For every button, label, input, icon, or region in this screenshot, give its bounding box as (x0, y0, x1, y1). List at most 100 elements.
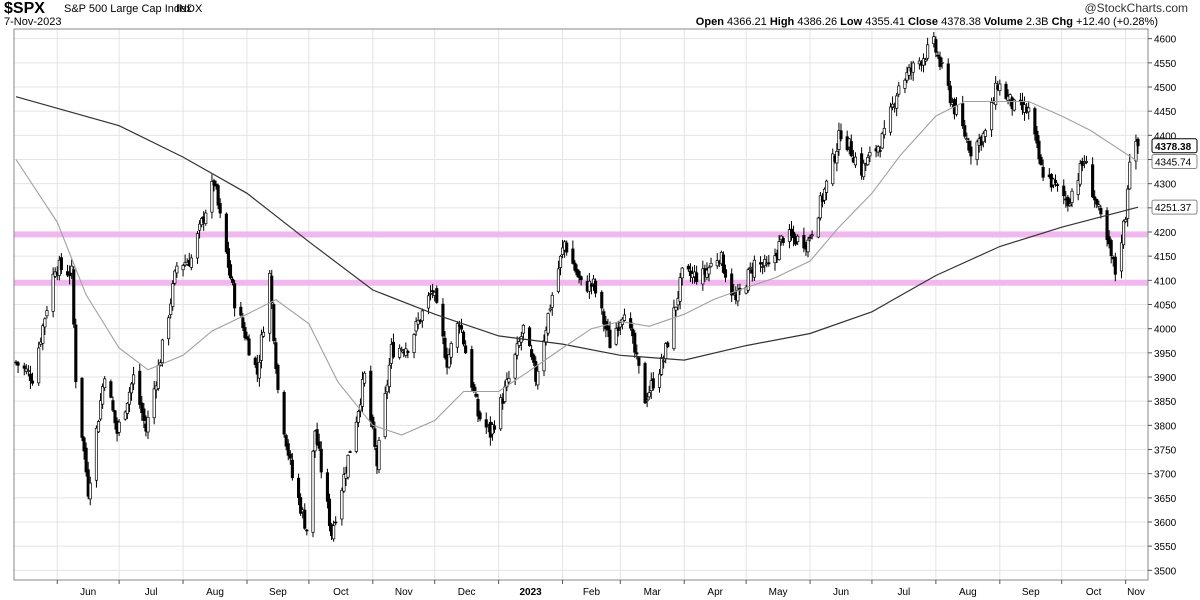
candle-body (808, 236, 812, 239)
volume-value: 2.3B (1025, 16, 1049, 28)
copyright-link[interactable]: @StockCharts.com (1084, 1, 1188, 15)
candle-body (761, 266, 765, 268)
candle-body (435, 288, 439, 303)
candle-body (400, 349, 404, 351)
candle-body (1105, 210, 1109, 240)
candle-body (1076, 180, 1080, 195)
candle-body (297, 477, 301, 498)
candle-body (1113, 256, 1117, 275)
candle-body (777, 241, 781, 260)
candle-body (472, 384, 476, 392)
candle-body (346, 455, 350, 478)
price-label-text: 4345.74 (1155, 158, 1192, 169)
candle-body (536, 370, 540, 386)
candle-body (290, 459, 294, 478)
candle-body (270, 275, 274, 303)
y-tick-label: 4200 (1154, 228, 1177, 239)
candle-body (30, 380, 35, 384)
candle-body (806, 239, 810, 253)
candle-body (441, 303, 445, 337)
candle-body (412, 334, 416, 353)
candle-body (862, 162, 866, 178)
candle-body (528, 327, 532, 347)
candle-body (16, 362, 20, 366)
y-tick-label: 4150 (1154, 252, 1177, 263)
candle-body (72, 269, 76, 325)
candle-body (723, 269, 728, 278)
candle-body (1078, 163, 1082, 185)
candle-body (354, 421, 358, 452)
candle-body (80, 377, 84, 438)
candle-body (1097, 204, 1101, 207)
y-tick-label: 3650 (1154, 494, 1177, 505)
candle-body (637, 357, 641, 366)
candlesticks (14, 31, 1140, 542)
candle-body (342, 474, 346, 492)
candle-body (897, 85, 901, 95)
candle-body (212, 180, 216, 186)
candle-body (1126, 188, 1130, 219)
candle-body (284, 435, 288, 447)
candle-body (447, 354, 451, 368)
candle-body (253, 357, 257, 365)
candle-body (589, 284, 593, 287)
y-tick-label: 4300 (1154, 180, 1177, 191)
candle-body (1109, 240, 1113, 257)
candle-body (866, 157, 870, 166)
candle-body (41, 325, 45, 344)
candle-body (1093, 196, 1097, 201)
candle-body (911, 62, 915, 73)
candle-body (455, 323, 459, 348)
candle-body (517, 341, 521, 346)
high-value: 4386.26 (797, 16, 838, 28)
high-label: High (769, 16, 795, 28)
candle-body (94, 427, 98, 481)
candle-body (243, 327, 247, 339)
candle-body (470, 349, 474, 388)
y-tick-label: 4100 (1154, 276, 1177, 287)
candle-body (303, 509, 307, 529)
candle-body (391, 341, 395, 358)
candle-body (43, 318, 47, 328)
candle-body (152, 388, 156, 419)
candle-body (111, 400, 115, 411)
candle-body (383, 393, 387, 437)
x-tick-label: Aug (206, 587, 224, 598)
candle-body (924, 59, 928, 62)
candle-body (546, 313, 550, 334)
price-label-text: 4378.38 (1155, 142, 1192, 153)
candle-body (282, 391, 286, 435)
candle-body (579, 276, 583, 281)
exchange-label: INDX (176, 3, 203, 15)
candle-body (459, 325, 464, 330)
candle-body (868, 151, 872, 157)
candle-body (550, 294, 554, 308)
candle-body (796, 235, 800, 243)
candle-body (961, 103, 965, 127)
moving-average-long (15, 96, 1139, 361)
candle-body (45, 310, 49, 317)
candle-body (505, 379, 509, 388)
x-tick-label: Aug (959, 587, 977, 598)
candle-body (660, 357, 664, 375)
candle-body (288, 453, 292, 459)
moving-average-short (15, 100, 1139, 436)
candle-body (429, 293, 433, 295)
candle-body (1012, 99, 1016, 111)
x-tick-label: Jun (833, 587, 849, 598)
change-label: Chg (1051, 16, 1073, 28)
y-tick-label: 3700 (1154, 470, 1177, 481)
x-tick-label: Jul (145, 587, 158, 598)
candle-body (1070, 190, 1074, 204)
candle-body (356, 411, 360, 423)
candle-body (1039, 156, 1043, 166)
candle-body (616, 327, 620, 331)
y-tick-label: 4550 (1154, 59, 1177, 70)
candle-body (773, 255, 777, 264)
candle-body (647, 392, 651, 398)
candle-body (759, 262, 763, 265)
candle-body (1027, 107, 1031, 113)
candle-body (818, 195, 822, 219)
candle-body (332, 525, 336, 540)
x-tick-label: Nov (395, 587, 413, 598)
